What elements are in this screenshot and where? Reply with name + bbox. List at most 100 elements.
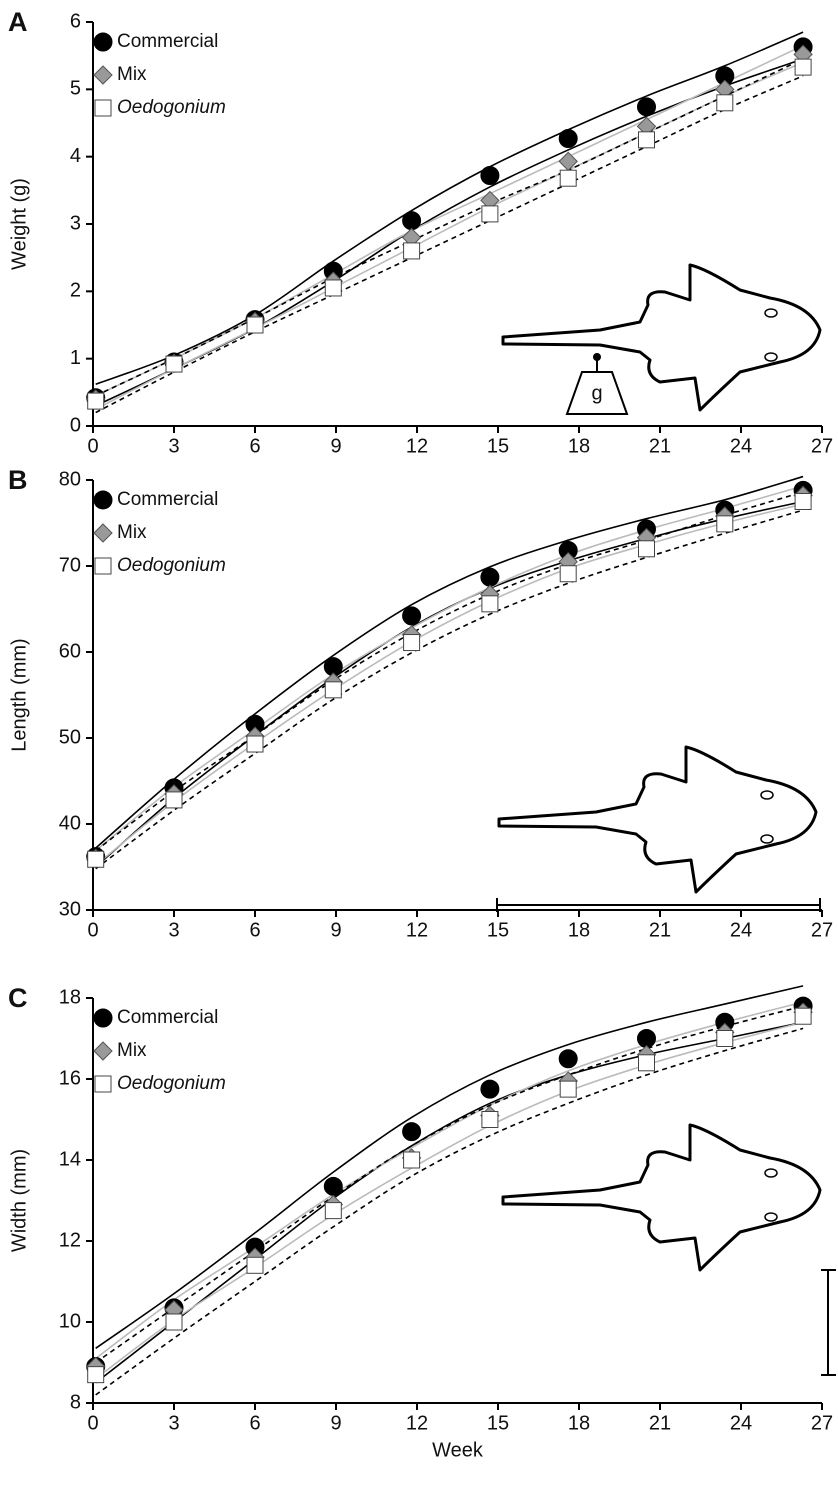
data-point (558, 128, 578, 148)
fit-bound (95, 485, 804, 852)
data-point (637, 97, 656, 117)
x-tick-label: 24 (730, 1412, 752, 1434)
x-tick-label: 18 (568, 919, 590, 941)
x-tick-label: 24 (730, 435, 752, 457)
legend-marker (93, 490, 113, 510)
legend-label: Mix (117, 64, 147, 85)
data-point (246, 735, 264, 753)
data-point (558, 1049, 578, 1069)
data-point (481, 595, 499, 613)
x-tick-label: 27 (811, 1412, 833, 1434)
x-tick-label: 0 (87, 435, 98, 457)
y-tick-label: 70 (59, 554, 81, 576)
data-point (403, 1151, 421, 1169)
data-point (324, 279, 342, 297)
data-point (87, 850, 105, 868)
y-tick-label: 0 (70, 414, 81, 436)
fish-outline (501, 1123, 822, 1272)
fit-bound (95, 61, 804, 410)
fit-bound (95, 1001, 804, 1360)
fit-bound (95, 31, 804, 386)
legend-marker (94, 99, 112, 117)
y-tick-label: 80 (59, 468, 81, 490)
x-tick-label: 6 (249, 1412, 260, 1434)
x-tick-label: 0 (87, 1412, 98, 1434)
data-point (165, 791, 183, 809)
fit-bound (95, 44, 804, 397)
data-point (246, 1256, 264, 1274)
x-tick-label: 27 (811, 919, 833, 941)
y-tick-label: 6 (70, 10, 81, 32)
data-point (402, 211, 422, 231)
data-point (87, 1366, 105, 1384)
legend-label: Oedogonium (117, 555, 226, 576)
x-tick-label: 3 (168, 435, 179, 457)
width-scale-bar (821, 1269, 836, 1376)
y-tick-label: 10 (59, 1310, 81, 1332)
x-tick-label: 9 (330, 919, 341, 941)
fit-bound (95, 1027, 804, 1396)
fit-bound (95, 1021, 804, 1380)
x-tick-label: 3 (168, 1412, 179, 1434)
data-point (402, 1122, 422, 1142)
data-point (480, 567, 500, 587)
data-point (480, 166, 500, 186)
data-point (638, 1054, 655, 1072)
data-point (638, 540, 655, 558)
panel-label: A (8, 7, 28, 37)
y-tick-label: 18 (59, 986, 81, 1008)
x-tick-label: 27 (811, 435, 833, 457)
fit-bound (95, 985, 804, 1349)
legend-label: Commercial (117, 1007, 218, 1028)
fit-bound (95, 491, 804, 852)
x-tick-label: 9 (330, 435, 341, 457)
data-point (794, 493, 812, 510)
legend-label: Oedogonium (117, 1073, 226, 1094)
fit-bound (95, 475, 804, 849)
data-point (165, 1313, 183, 1331)
y-tick-label: 30 (59, 898, 81, 920)
x-tick-label: 15 (487, 1412, 509, 1434)
y-tick-label: 40 (59, 812, 81, 834)
legend-label: Mix (117, 522, 147, 543)
legend-label: Oedogonium (117, 97, 226, 118)
data-point (403, 634, 421, 652)
y-tick-label: 4 (70, 145, 81, 167)
x-tick-label: 18 (568, 435, 590, 457)
y-axis-label: Length (mm) (8, 638, 30, 751)
legend-label: Commercial (117, 31, 218, 52)
data-point (637, 1029, 656, 1048)
x-tick-label: 18 (568, 1412, 590, 1434)
x-tick-label: 12 (406, 919, 428, 941)
y-tick-label: 12 (59, 1229, 81, 1251)
x-tick-label: 12 (406, 435, 428, 457)
data-point (480, 1079, 500, 1099)
weight-icon-label: g (591, 382, 602, 404)
legend-marker (93, 65, 113, 85)
x-tick-label: 0 (87, 919, 98, 941)
x-tick-label: 15 (487, 435, 509, 457)
data-point (324, 681, 342, 699)
weight-icon (565, 353, 629, 415)
data-point (324, 1202, 342, 1220)
y-tick-label: 14 (59, 1148, 81, 1170)
x-tick-label: 3 (168, 919, 179, 941)
panel-label: B (8, 465, 28, 495)
data-point (716, 94, 734, 112)
data-point (246, 316, 264, 334)
y-tick-label: 3 (70, 212, 81, 234)
y-tick-label: 50 (59, 726, 81, 748)
data-point (165, 355, 183, 373)
y-tick-label: 16 (59, 1067, 81, 1089)
data-point (559, 565, 577, 583)
x-tick-label: 9 (330, 1412, 341, 1434)
legend-label: Commercial (117, 489, 218, 510)
data-point (87, 392, 105, 410)
x-tick-label: 24 (730, 919, 752, 941)
legend-marker (93, 1041, 113, 1061)
panel-label: C (8, 983, 28, 1013)
y-tick-label: 5 (70, 78, 81, 100)
fit-bound (95, 509, 804, 870)
